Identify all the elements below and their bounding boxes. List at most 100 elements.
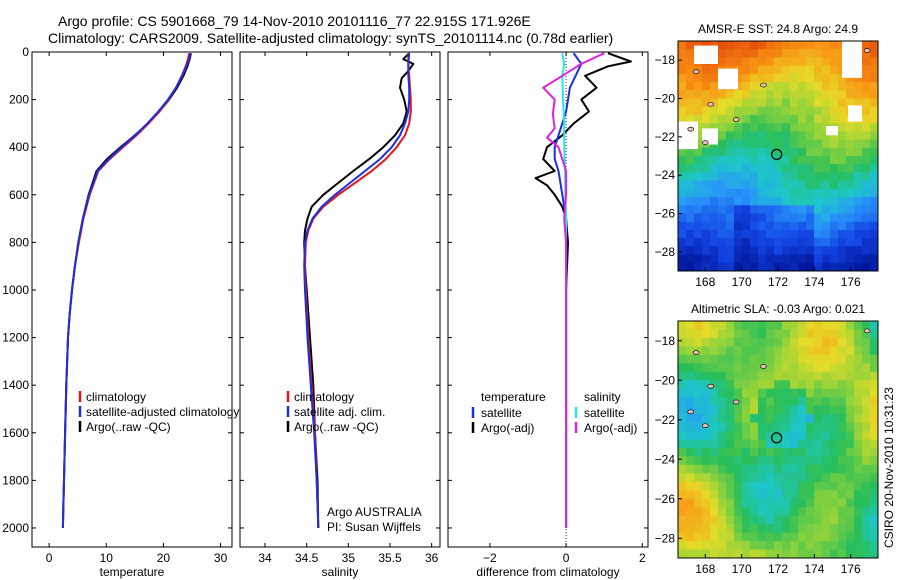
sst-map-cell [710,246,719,256]
sla-map-cell [750,532,759,542]
sst-map-cell [774,254,783,264]
sst-map-cell [846,246,855,256]
sst-map-cell [718,172,727,182]
sla-map-cell [718,490,727,500]
sla-map-cell [838,490,847,500]
sla-map-cell [758,346,767,356]
sla-map-cell [822,337,831,347]
sst-map-cell [758,73,767,83]
sla-map-cell [790,397,799,407]
sst-map-cell [750,57,759,67]
sst-map-cell [694,106,703,116]
sla-map-cell [678,329,687,339]
sla-map-cell [790,456,799,466]
sst-map-cell [774,49,783,58]
sst-map-cell [678,221,687,231]
sla-map-cell [750,346,759,356]
sst-map-cell [838,262,847,272]
sla-map-cell [854,363,863,373]
sla-map-cell [686,507,695,517]
sla-map-cell [782,498,791,508]
sst-map-cell [774,139,783,149]
sla-map-cell [718,447,727,457]
sst-map-cell [862,114,871,124]
sst-map-cell [702,205,711,214]
sla-map-cell [854,515,863,525]
sst-map-cell [862,147,871,157]
sla-map-cell [814,388,823,398]
sla-map-cell [710,346,719,356]
sla-map-cell [790,371,799,381]
sst-map-lon-tick-label: 176 [841,275,861,289]
sla-map-cell [822,498,831,508]
sst-map-cell [758,164,767,173]
sst-map-cell [806,254,815,264]
sst-map-cell [742,156,751,165]
sst-map-cell [686,41,695,50]
sla-map-cell [798,473,807,483]
sla-map-cell [806,524,815,534]
sla-map-cell [798,464,807,474]
sst-map-cell [742,82,751,91]
sla-map-cell [798,431,807,440]
sst-map-cell [774,197,783,206]
sla-map-cell [726,498,735,508]
sst-map-cell [726,238,735,247]
sla-map-cell [686,431,695,440]
sla-map-cell [838,321,847,330]
sla-map-cell [838,329,847,339]
sla-map-cell [798,397,807,407]
sst-map-cell [718,139,727,149]
sst-map-cell [702,106,711,116]
sst-map-cell [750,238,759,247]
sst-map-cell [694,131,703,141]
sst-map-cell [718,262,727,272]
sla-map-cell [686,541,695,551]
sst-map-cell [678,188,687,198]
sla-map-cell [734,371,743,381]
sla-map-cell [830,498,839,508]
sst-map-cell [862,229,871,239]
sst-map-cell [830,131,839,141]
sla-map-cell [774,405,783,415]
sst-map-cell [870,180,879,190]
sla-map-cell [686,414,695,424]
sla-map-cell [854,397,863,407]
sla-map-cell [846,321,855,330]
sst-map-cell [830,238,839,247]
sst-map-cell [766,139,775,149]
sst-map-cell [678,98,687,108]
sst-map-cell [774,114,783,124]
sla-map-cell [766,363,775,373]
sla-map-cell [774,422,783,432]
sla-map-cell [694,473,703,483]
sst-map-cell [686,49,695,58]
sst-map-cell [750,229,759,239]
sst-map-cell [758,205,767,214]
sla-map-cell [854,473,863,483]
sst-map-cell [798,221,807,231]
sst-map-cell [702,213,711,223]
sst-map-cell [758,147,767,157]
sla-map-panel: Altimetric SLA: -0.03 Argo: 0.021 168 170 1… [655,302,879,576]
sla-map-cell [758,515,767,525]
sst-map-cell [702,147,711,157]
sst-map-cell [742,41,751,50]
sst-map-cell [766,221,775,231]
sla-map-cell [790,380,799,390]
sla-map-cell [782,524,791,534]
sst-map-cell [862,262,871,272]
sst-map-cell [774,98,783,108]
sla-map-cell [742,490,751,500]
sla-map-cell [766,532,775,542]
sla-map-cell [774,490,783,500]
sla-map-cell [726,549,735,559]
difference-x-axis-label: difference from climatology [476,565,619,579]
sla-map-cell [838,388,847,398]
sst-map-cell [686,254,695,264]
sst-map-cell [774,57,783,67]
sla-map-cell [830,456,839,466]
sla-map-cell [758,380,767,390]
sst-map-cell [710,41,719,50]
sst-map-cell [838,221,847,231]
